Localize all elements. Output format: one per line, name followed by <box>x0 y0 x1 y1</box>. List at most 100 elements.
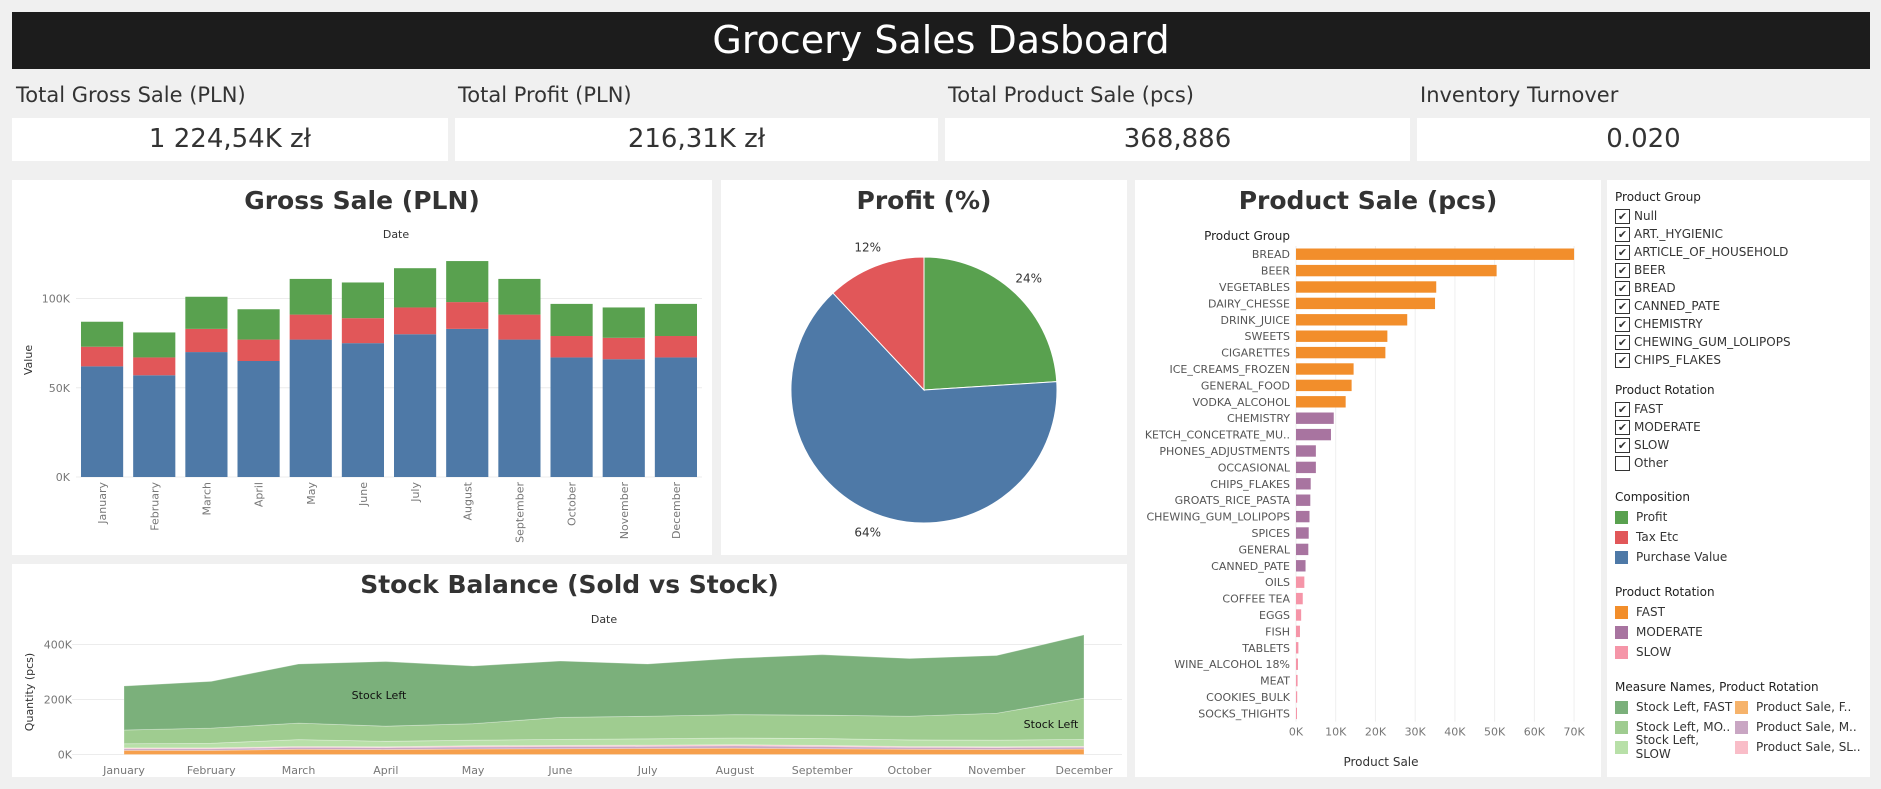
product-rotation-option[interactable]: Other <box>1615 454 1862 472</box>
gross-bar-purchase <box>81 366 124 477</box>
dashboard-title: Grocery Sales Dasboard <box>12 12 1870 69</box>
gross-xtick-label: November <box>618 482 631 540</box>
product-bar-label: DRINK_JUICE <box>1221 314 1291 327</box>
gross-sale-chart: Date Value 0K 50K 100K January February March… <box>22 228 702 543</box>
checkbox[interactable]: ✔ <box>1615 262 1630 278</box>
gross-bar-profit <box>237 309 280 340</box>
product-group-option[interactable]: ✔ BREAD <box>1615 279 1862 297</box>
product-group-option-label: CHEMISTRY <box>1634 317 1703 331</box>
legend-rotation-item: MODERATE <box>1615 622 1862 642</box>
checkbox[interactable]: ✔ <box>1615 244 1630 260</box>
product-sale-title: Product Sale (pcs) <box>1238 186 1498 215</box>
stock-area-stock-left-fast <box>123 634 1085 731</box>
gross-bar-purchase <box>654 357 697 477</box>
gross-ytick-label: 50K <box>49 382 71 395</box>
legend-rotation-title: Product Rotation <box>1615 585 1715 599</box>
product-bar <box>1296 346 1386 359</box>
checkbox[interactable]: ✔ <box>1615 298 1630 314</box>
checkbox[interactable]: ✔ <box>1615 280 1630 296</box>
product-bar <box>1296 543 1309 556</box>
gross-xtick-label: October <box>566 482 579 526</box>
legend-measure-title: Measure Names, Product Rotation <box>1615 680 1819 694</box>
legend-rotation-item: SLOW <box>1615 642 1862 662</box>
gross-xtick-label: April <box>253 482 266 507</box>
product-bar <box>1296 642 1299 654</box>
checkbox[interactable]: ✔ <box>1615 352 1630 368</box>
stock-xtick-label: April <box>373 764 398 777</box>
checkbox[interactable]: ✔ <box>1615 334 1630 350</box>
pie-slice-label: 64% <box>854 525 881 539</box>
product-group-option[interactable]: ✔ CANNED_PATE <box>1615 297 1862 315</box>
product-bar <box>1296 314 1408 326</box>
product-bar <box>1296 560 1306 572</box>
product-group-option[interactable]: ✔ BEER <box>1615 261 1862 279</box>
gross-xtick-label: June <box>357 482 370 507</box>
product-group-option-label: ARTICLE_OF_HOUSEHOLD <box>1634 245 1789 259</box>
product-bar <box>1296 248 1575 260</box>
gross-sale-title: Gross Sale (PLN) <box>244 186 480 215</box>
filter-product-group: ✔ Null ✔ ART._HYGIENIC ✔ ARTICLE_OF_HOUSEHOLD… <box>1615 207 1862 369</box>
gross-sale-panel: Gross Sale (PLN) Date Value 0K 50K 100K Jan… <box>12 180 712 555</box>
product-group-header: Product Group <box>1204 229 1290 243</box>
checkbox[interactable]: ✔ <box>1615 419 1630 435</box>
checkbox[interactable]: ✔ <box>1615 208 1630 224</box>
product-bar-label: GENERAL <box>1238 543 1290 556</box>
gross-xtick-label: March <box>200 482 213 516</box>
product-group-option[interactable]: ✔ CHIPS_FLAKES <box>1615 351 1862 369</box>
product-bar <box>1296 658 1298 670</box>
legend-composition-item: Tax Etc <box>1615 527 1862 547</box>
gross-bar-tax <box>394 307 437 335</box>
product-sale-chart: Product Group Product Sale 0K 10K 20K 30K 40… <box>1145 229 1586 769</box>
product-rotation-option-label: SLOW <box>1634 438 1670 452</box>
legend-swatch <box>1615 605 1628 619</box>
legend-swatch <box>1615 700 1628 714</box>
product-sale-panel: Product Sale (pcs) Product Group Product… <box>1135 180 1601 777</box>
product-group-option[interactable]: ✔ CHEMISTRY <box>1615 315 1862 333</box>
product-bar-label: VODKA_ALCOHOL <box>1192 396 1290 409</box>
gross-bar-purchase <box>133 375 176 477</box>
legend-rotation-label: FAST <box>1636 605 1665 619</box>
pie-slice-profit <box>923 256 1058 391</box>
checkbox[interactable]: ✔ <box>1615 437 1630 453</box>
gross-bar-purchase <box>237 361 280 477</box>
product-bar-label: COFFEE TEA <box>1222 593 1290 606</box>
gross-xtick-label: December <box>670 482 683 540</box>
gross-bar-tax <box>237 339 280 361</box>
gross-bar-profit <box>498 278 541 315</box>
product-group-option[interactable]: ✔ Null <box>1615 207 1862 225</box>
product-group-option[interactable]: ✔ CHEWING_GUM_LOLIPOPS <box>1615 333 1862 351</box>
product-bar-label: OILS <box>1265 576 1290 589</box>
product-bar-label: SOCKS_THIGHTS <box>1198 707 1290 720</box>
product-group-option-label: BREAD <box>1634 281 1676 295</box>
product-group-option[interactable]: ✔ ART._HYGIENIC <box>1615 225 1862 243</box>
gross-xtick-label: May <box>305 482 318 505</box>
stock-xtick-label: May <box>462 764 485 777</box>
product-bar <box>1296 707 1297 720</box>
kpi-turnover-label: Inventory Turnover <box>1420 83 1619 107</box>
product-group-option[interactable]: ✔ ARTICLE_OF_HOUSEHOLD <box>1615 243 1862 261</box>
legend-rotation: FAST MODERATE SLOW <box>1615 602 1862 662</box>
product-group-option-label: CHIPS_FLAKES <box>1634 353 1721 367</box>
product-rotation-option[interactable]: ✔ FAST <box>1615 400 1862 418</box>
gross-bar-tax <box>446 302 489 329</box>
product-rotation-option[interactable]: ✔ SLOW <box>1615 436 1862 454</box>
gross-bar-profit <box>446 261 489 303</box>
stock-area-product-sale-slow <box>123 744 1085 750</box>
product-bar <box>1296 494 1311 506</box>
product-bar-label: WINE_ALCOHOL 18% <box>1174 658 1290 671</box>
checkbox[interactable]: ✔ <box>1615 401 1630 417</box>
checkbox[interactable] <box>1615 455 1630 471</box>
product-bar <box>1296 412 1334 424</box>
stock-xtick-label: August <box>716 764 755 777</box>
product-bar-label: TABLETS <box>1241 642 1290 655</box>
legend-composition-label: Profit <box>1636 510 1668 524</box>
product-xtick-label: 40K <box>1444 726 1466 739</box>
product-bar-label: OCCASIONAL <box>1218 461 1291 474</box>
checkbox[interactable]: ✔ <box>1615 316 1630 332</box>
checkbox[interactable]: ✔ <box>1615 226 1630 242</box>
gross-bar-profit <box>602 307 645 338</box>
product-rotation-option[interactable]: ✔ MODERATE <box>1615 418 1862 436</box>
product-xtick-label: 10K <box>1325 726 1347 739</box>
product-group-option-label: CANNED_PATE <box>1634 299 1721 313</box>
legend-measure-label: Stock Left, MO.. <box>1636 720 1731 734</box>
